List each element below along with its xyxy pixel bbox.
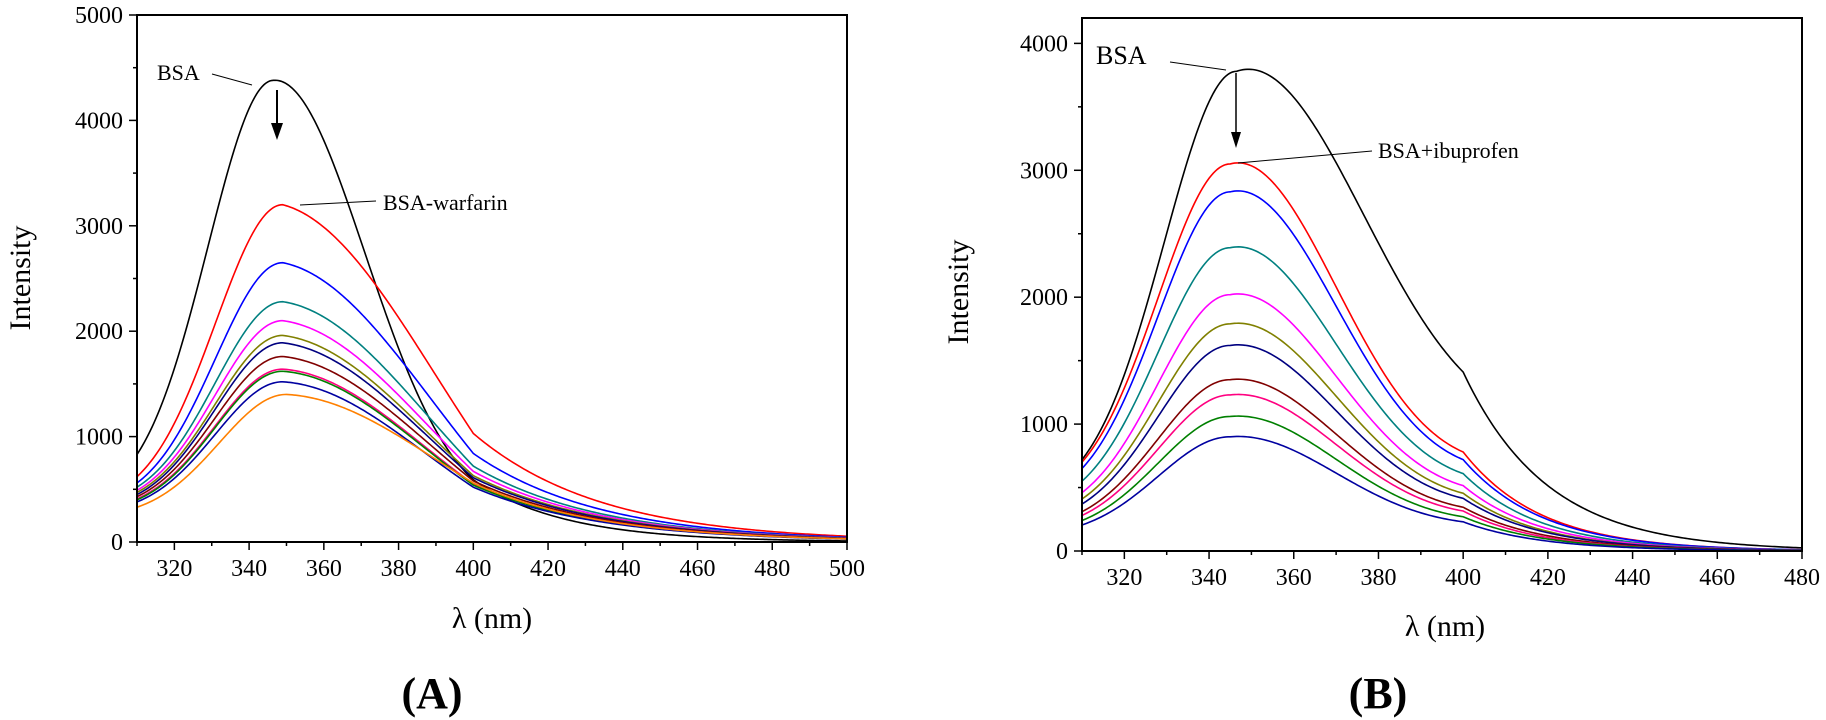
annotation-group-b: BSA BSA+ibuprofen <box>1096 41 1519 164</box>
annotation-label-ibuprofen-b: BSA+ibuprofen <box>1378 138 1519 163</box>
annotation-leader-bsa-b <box>1169 61 1227 71</box>
series-line-a-2 <box>136 203 848 537</box>
annotation-group-a: BSA BSA-warfarin <box>157 60 508 215</box>
quench-arrowhead-b <box>1231 132 1241 148</box>
x-tick-label-a-380: 380 <box>381 556 417 582</box>
x-tick-label-b-400: 400 <box>1445 565 1481 591</box>
y-tick-label-b-0: 0 <box>1056 539 1068 565</box>
annotation-label-bsa-a: BSA <box>157 60 200 85</box>
x-tick-label-b-480: 480 <box>1784 565 1820 591</box>
series-line-b-4 <box>1081 246 1803 551</box>
x-tick-label-b-340: 340 <box>1191 565 1227 591</box>
series-line-a-1 <box>136 79 848 542</box>
series-line-a-11 <box>136 380 848 540</box>
annotation-label-bsa-b: BSA <box>1096 41 1147 70</box>
x-tick-label-a-440: 440 <box>605 556 641 582</box>
series-line-a-10 <box>136 370 848 540</box>
chart-panel-b: 320 340 360 380 400 420 440 460 480 0 1000 2000 3000… <box>942 17 1820 718</box>
series-group-a <box>136 79 848 542</box>
tick-group-b: 320 340 360 380 400 420 440 460 480 0 1000 2000 3000… <box>1020 31 1820 591</box>
y-tick-label-b-1000: 1000 <box>1020 412 1068 438</box>
panel-label-b: (B) <box>1349 669 1408 718</box>
series-line-b-10 <box>1081 415 1803 552</box>
y-tick-label-b-3000: 3000 <box>1020 158 1068 184</box>
series-line-b-6 <box>1081 322 1803 552</box>
quench-arrowhead-a <box>271 123 283 140</box>
x-axis-label-b: λ (nm) <box>1405 610 1485 643</box>
annotation-label-warfarin-a: BSA-warfarin <box>383 190 508 215</box>
x-tick-label-a-360: 360 <box>306 556 342 582</box>
x-tick-label-a-500: 500 <box>829 556 865 582</box>
x-tick-label-b-440: 440 <box>1615 565 1651 591</box>
x-tick-label-b-320: 320 <box>1106 565 1142 591</box>
series-line-a-5 <box>136 319 848 539</box>
y-tick-label-a-0: 0 <box>111 530 123 556</box>
x-tick-label-b-380: 380 <box>1360 565 1396 591</box>
x-tick-label-a-340: 340 <box>231 556 267 582</box>
x-tick-label-a-400: 400 <box>455 556 491 582</box>
x-tick-label-b-360: 360 <box>1276 565 1312 591</box>
series-line-b-1 <box>1081 68 1803 549</box>
annotation-leader-ibuprofen-b <box>1237 150 1373 164</box>
panel-label-a: (A) <box>401 669 462 718</box>
series-line-a-6 <box>136 334 848 540</box>
plot-frame-b <box>1081 17 1803 552</box>
series-line-b-9 <box>1081 393 1803 552</box>
chart-panel-a: 320 340 360 380 400 420 440 460 480 5000100020003… <box>4 3 865 718</box>
y-tick-label-b-4000: 4000 <box>1020 31 1068 57</box>
x-tick-label-b-460: 460 <box>1699 565 1735 591</box>
x-axis-label-a: λ (nm) <box>452 602 532 635</box>
y-tick-label-a-4000: 4000 <box>75 108 123 134</box>
y-tick-label-b-2000: 2000 <box>1020 285 1068 311</box>
series-line-a-12 <box>136 393 848 540</box>
y-tick-label-a-5000: 5000 <box>75 3 123 29</box>
y-axis-label-a: Intensity <box>4 226 37 331</box>
x-tick-label-a-320: 320 <box>156 556 192 582</box>
plot-frame-a <box>136 14 848 543</box>
y-tick-label-a-1000: 1000 <box>75 425 123 451</box>
x-tick-label-a-460: 460 <box>680 556 716 582</box>
annotation-leader-warfarin-a <box>299 200 377 206</box>
tick-group-a: 320 340 360 380 400 420 440 460 480 5000100020003… <box>75 3 865 582</box>
y-tick-label-a-2000: 2000 <box>75 319 123 345</box>
x-tick-label-a-420: 420 <box>530 556 566 582</box>
x-tick-label-b-420: 420 <box>1530 565 1566 591</box>
series-line-b-3 <box>1081 190 1803 551</box>
series-group-b <box>1081 68 1803 552</box>
series-line-a-3 <box>136 261 848 539</box>
y-tick-label-a-3000: 3000 <box>75 214 123 240</box>
series-line-a-4 <box>136 300 848 539</box>
annotation-leader-bsa-a <box>211 73 253 86</box>
series-line-b-11 <box>1081 435 1803 552</box>
y-axis-label-b: Intensity <box>942 240 975 345</box>
x-tick-label-a-480: 480 <box>754 556 790 582</box>
series-line-a-7 <box>136 341 848 540</box>
